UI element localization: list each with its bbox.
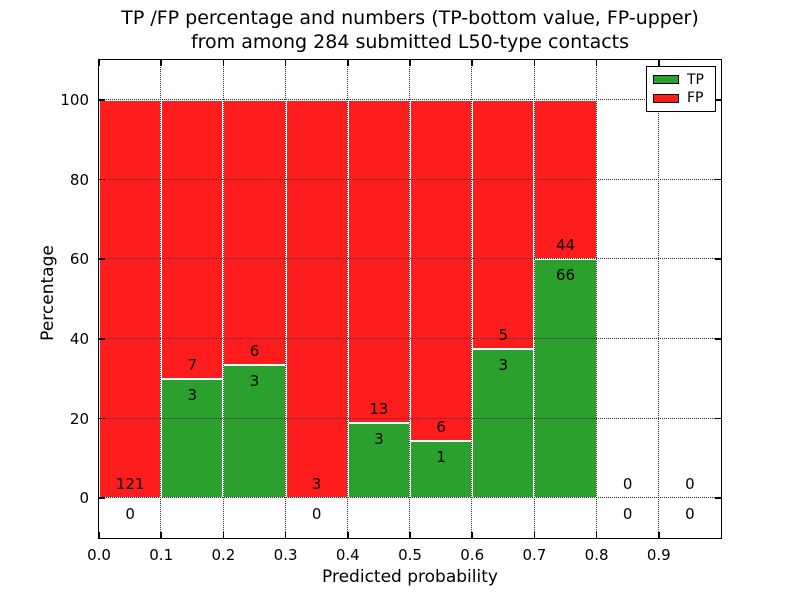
x-tick-bottom bbox=[658, 532, 660, 538]
x-tick-label: 0.8 bbox=[584, 546, 609, 564]
x-tick-bottom bbox=[347, 532, 349, 538]
bar-fp-segment bbox=[410, 99, 473, 442]
legend-label-fp: FP bbox=[687, 90, 704, 107]
fp-count-label: 5 bbox=[498, 325, 509, 344]
gridline-vertical bbox=[409, 60, 411, 538]
gridline-vertical bbox=[533, 60, 535, 538]
x-tick-label: 0.3 bbox=[273, 546, 298, 564]
legend-swatch-fp bbox=[653, 93, 679, 103]
x-tick-label: 0.4 bbox=[335, 546, 360, 564]
legend-label-tp: TP bbox=[687, 71, 704, 88]
tp-count-label: 0 bbox=[622, 505, 633, 524]
y-tick-right bbox=[715, 99, 721, 101]
tp-count-label: 3 bbox=[249, 372, 260, 391]
bar-tp-segment bbox=[161, 378, 224, 499]
fp-count-label: 121 bbox=[115, 475, 145, 494]
x-tick-bottom bbox=[471, 532, 473, 538]
legend-item-tp: TP bbox=[653, 72, 709, 88]
y-tick-left bbox=[99, 497, 105, 499]
x-tick-top bbox=[533, 60, 536, 66]
y-tick-label: 60 bbox=[69, 250, 89, 269]
x-tick-bottom bbox=[222, 532, 225, 538]
y-tick-label: 100 bbox=[60, 90, 89, 109]
y-tick-label: 20 bbox=[69, 409, 89, 428]
x-tick-label: 0.5 bbox=[398, 546, 422, 564]
fp-count-label: 0 bbox=[685, 475, 695, 494]
chart-title-line2: from among 284 submitted L50-type contac… bbox=[190, 31, 630, 53]
fp-count-label: 44 bbox=[555, 236, 576, 255]
x-tick-bottom bbox=[160, 532, 162, 538]
x-axis-label: Predicted probability bbox=[322, 567, 498, 587]
fp-count-label: 13 bbox=[369, 400, 389, 419]
x-tick-top bbox=[658, 60, 660, 66]
y-tick-left bbox=[99, 258, 105, 260]
gridline-vertical bbox=[471, 60, 473, 538]
gridline-vertical bbox=[595, 60, 597, 538]
legend: TP FP bbox=[646, 66, 716, 112]
x-tick-top bbox=[595, 60, 598, 66]
y-tick-left bbox=[99, 338, 105, 340]
y-tick-left bbox=[99, 178, 105, 181]
x-tick-top bbox=[160, 60, 162, 66]
tp-count-label: 3 bbox=[374, 430, 384, 449]
x-tick-bottom bbox=[98, 532, 100, 538]
y-tick-label: 80 bbox=[69, 170, 89, 189]
bar-fp-segment bbox=[223, 99, 286, 366]
gridline-vertical bbox=[284, 60, 286, 538]
tp-count-label: 66 bbox=[555, 266, 576, 285]
y-tick-right bbox=[715, 497, 721, 499]
gridline-vertical bbox=[222, 60, 224, 538]
gridline-vertical bbox=[658, 60, 660, 538]
gridline-vertical bbox=[347, 60, 349, 538]
x-tick-bottom bbox=[533, 532, 536, 538]
x-tick-top bbox=[409, 60, 411, 66]
fp-count-label: 6 bbox=[249, 342, 260, 361]
x-tick-top bbox=[471, 60, 473, 66]
y-tick-left bbox=[99, 99, 105, 101]
y-tick-label: 0 bbox=[79, 489, 89, 508]
x-tick-label: 0.2 bbox=[211, 546, 236, 564]
tp-count-label: 3 bbox=[187, 385, 198, 404]
x-tick-top bbox=[222, 60, 225, 66]
x-tick-label: 0.1 bbox=[149, 546, 174, 564]
chart-title-line1: TP /FP percentage and numbers (TP-bottom… bbox=[121, 7, 699, 29]
tp-count-label: 0 bbox=[311, 505, 322, 524]
x-tick-bottom bbox=[595, 532, 598, 538]
tp-count-label: 0 bbox=[685, 505, 695, 524]
x-tick-top bbox=[347, 60, 349, 66]
legend-item-fp: FP bbox=[653, 90, 709, 106]
bar-fp-segment bbox=[285, 99, 348, 499]
fp-count-label: 6 bbox=[436, 418, 446, 437]
x-tick-top bbox=[284, 60, 287, 66]
gridline-vertical bbox=[160, 60, 162, 538]
fp-count-label: 0 bbox=[622, 475, 633, 494]
fp-count-label: 7 bbox=[187, 355, 198, 374]
y-tick-label: 40 bbox=[69, 329, 89, 348]
x-tick-label: 0.0 bbox=[87, 546, 111, 564]
y-tick-right bbox=[715, 338, 721, 340]
x-tick-top bbox=[98, 60, 100, 66]
y-tick-right bbox=[715, 417, 721, 420]
tp-count-label: 0 bbox=[125, 505, 135, 524]
x-tick-label: 0.6 bbox=[460, 546, 485, 564]
bar-fp-segment bbox=[347, 99, 410, 424]
bar-tp-segment bbox=[534, 259, 597, 499]
y-tick-right bbox=[715, 178, 721, 181]
bar-fp-segment bbox=[161, 99, 224, 379]
bar-fp-segment bbox=[99, 99, 162, 499]
legend-swatch-tp bbox=[653, 75, 679, 85]
x-tick-bottom bbox=[284, 532, 287, 538]
tp-count-label: 3 bbox=[498, 355, 509, 374]
chart-title: TP /FP percentage and numbers (TP-bottom… bbox=[99, 6, 721, 54]
y-tick-right bbox=[715, 258, 721, 260]
bar-tp-segment bbox=[347, 423, 410, 499]
fp-count-label: 3 bbox=[311, 475, 322, 494]
x-tick-bottom bbox=[409, 532, 411, 538]
x-tick-label: 0.7 bbox=[522, 546, 547, 564]
y-tick-left bbox=[99, 417, 105, 420]
tp-count-label: 1 bbox=[436, 448, 446, 467]
bar-fp-segment bbox=[472, 99, 535, 349]
x-tick-label: 0.9 bbox=[646, 546, 671, 564]
